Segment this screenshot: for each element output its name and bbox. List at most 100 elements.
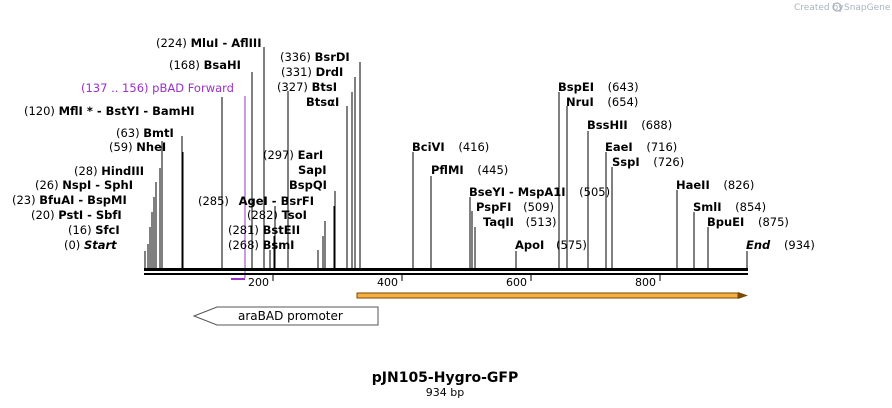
svg-text:BpuEI (875): BpuEI (875)	[707, 215, 789, 229]
pbad-forward-primer[interactable]	[231, 96, 246, 280]
svg-text:SnapGene: SnapGene	[844, 3, 891, 13]
svg-text:(285) AgeI - BsrFI: (285) AgeI - BsrFI	[198, 194, 314, 208]
site-name: PflMI	[431, 163, 464, 177]
site-pos: (826)	[723, 178, 754, 192]
tick-400: 400	[377, 276, 398, 289]
site-name: NruI	[566, 95, 594, 109]
tick-800: 800	[635, 276, 656, 289]
axis: 200 400 600 800	[248, 275, 661, 289]
site-pos: (445)	[477, 163, 508, 177]
site-pos: (688)	[641, 118, 672, 132]
site-name: End	[746, 238, 771, 252]
site-pos: (0)	[64, 238, 80, 252]
site-name: SapI	[298, 163, 327, 177]
site-name: DrdI	[316, 65, 344, 79]
site-pos: (416)	[458, 140, 489, 154]
site-pos: (716)	[646, 140, 677, 154]
svg-text:BspEI (643): BspEI (643)	[558, 80, 639, 94]
site-stems	[144, 47, 748, 268]
svg-text:(16) SfcI: (16) SfcI	[68, 223, 120, 237]
site-name: HindIII	[101, 164, 144, 178]
site-pos: (168)	[169, 58, 200, 72]
svg-text:(59) NheI: (59) NheI	[109, 140, 166, 154]
site-name: PstI - SbfI	[58, 208, 121, 222]
site-pos: (120)	[24, 104, 55, 118]
svg-text:HaeII (826): HaeII (826)	[676, 178, 754, 192]
svg-text:SspI (726): SspI (726)	[612, 155, 684, 169]
site-labels: (224) MluI - AflIII (168) BsaHI (137 .. …	[12, 36, 815, 252]
site-pos: (23)	[12, 193, 36, 207]
site-pos: (875)	[758, 215, 789, 229]
site-name: BstEII	[263, 223, 301, 237]
svg-text:BseYI - MspA1I (505): BseYI - MspA1I (505)	[469, 185, 610, 199]
svg-text:ApoI (575): ApoI (575)	[515, 238, 587, 252]
site-pos: (654)	[607, 95, 638, 109]
svg-text:BssHII (688): BssHII (688)	[587, 118, 672, 132]
primer-label: (137 .. 156) pBAD Forward	[81, 81, 234, 95]
svg-text:(168) BsaHI: (168) BsaHI	[169, 58, 241, 72]
site-pos: (643)	[608, 80, 639, 94]
site-name: BssHII	[587, 118, 628, 132]
site-name: BtsI	[312, 80, 337, 94]
site-name: BmtI	[143, 126, 174, 140]
site-name: EaeI	[605, 140, 633, 154]
svg-text:(297) EarI: (297) EarI	[263, 148, 323, 162]
svg-text:SmlI (854): SmlI (854)	[693, 200, 766, 214]
svg-text:(28) HindIII: (28) HindIII	[74, 164, 144, 178]
site-name: BspEI	[558, 80, 594, 94]
site-name: NheI	[136, 140, 166, 154]
site-name: Start	[84, 238, 117, 252]
sequence-backbone	[144, 268, 748, 275]
promoter-label: araBAD promoter	[238, 309, 343, 323]
svg-text:End (934): End (934)	[746, 238, 815, 252]
site-pos: (285)	[198, 194, 229, 208]
site-pos: (20)	[31, 208, 55, 222]
site-name: ApoI	[515, 238, 544, 252]
site-pos: (336)	[280, 50, 311, 64]
site-name: TsoI	[282, 208, 307, 222]
site-pos: (63)	[116, 126, 140, 140]
tick-200: 200	[248, 276, 269, 289]
site-name: BpuEI	[707, 215, 744, 229]
site-name: MluI - AflIII	[191, 36, 262, 50]
svg-text:(20) PstI - SbfI: (20) PstI - SbfI	[31, 208, 122, 222]
map-title: pJN105-Hygro-GFP	[372, 370, 519, 386]
site-pos: (934)	[784, 238, 815, 252]
site-pos: (726)	[653, 155, 684, 169]
svg-text:TaqII (513): TaqII (513)	[483, 215, 557, 229]
svg-text:(63) BmtI: (63) BmtI	[116, 126, 174, 140]
site-name: MflI * - BstYI - BamHI	[59, 104, 195, 118]
svg-text:(120) MflI * - BstYI - BamHI: (120) MflI * - BstYI - BamHI	[24, 104, 195, 118]
site-name: BfuAI - BspMI	[39, 193, 126, 207]
orf-arrow[interactable]	[356, 292, 748, 299]
site-pos: (327)	[277, 80, 308, 94]
svg-text:(336) BsrDI: (336) BsrDI	[280, 50, 350, 64]
snapgene-logo: SnapGene	[832, 2, 891, 13]
site-name: SspI	[612, 155, 640, 169]
svg-text:(327) BtsI: (327) BtsI	[277, 80, 337, 94]
svg-text:PflMI (445): PflMI (445)	[431, 163, 508, 177]
site-pos: (28)	[74, 164, 98, 178]
arabad-promoter[interactable]: araBAD promoter	[192, 306, 379, 326]
svg-text:BciVI (416): BciVI (416)	[412, 140, 489, 154]
site-name: AgeI - BsrFI	[239, 194, 314, 208]
svg-text:(281) BstEII: (281) BstEII	[228, 223, 300, 237]
site-pos: (16)	[68, 223, 92, 237]
site-name: BsaHI	[204, 58, 241, 72]
site-pos: (281)	[228, 223, 259, 237]
site-pos: (59)	[109, 140, 133, 154]
svg-text:(268) BsmI: (268) BsmI	[228, 238, 294, 252]
site-pos: (575)	[556, 238, 587, 252]
site-pos: (297)	[263, 148, 294, 162]
svg-text:(282) TsoI: (282) TsoI	[247, 208, 307, 222]
svg-text:(0) Start: (0) Start	[64, 238, 117, 252]
site-pos: (509)	[523, 200, 554, 214]
svg-text:(331) DrdI: (331) DrdI	[281, 65, 343, 79]
site-pos: (513)	[526, 215, 557, 229]
site-name: BciVI	[412, 140, 445, 154]
credit-text: Created by	[794, 3, 844, 13]
site-pos: (268)	[228, 238, 259, 252]
site-name: BspQI	[289, 178, 327, 192]
site-name: SmlI	[693, 200, 722, 214]
